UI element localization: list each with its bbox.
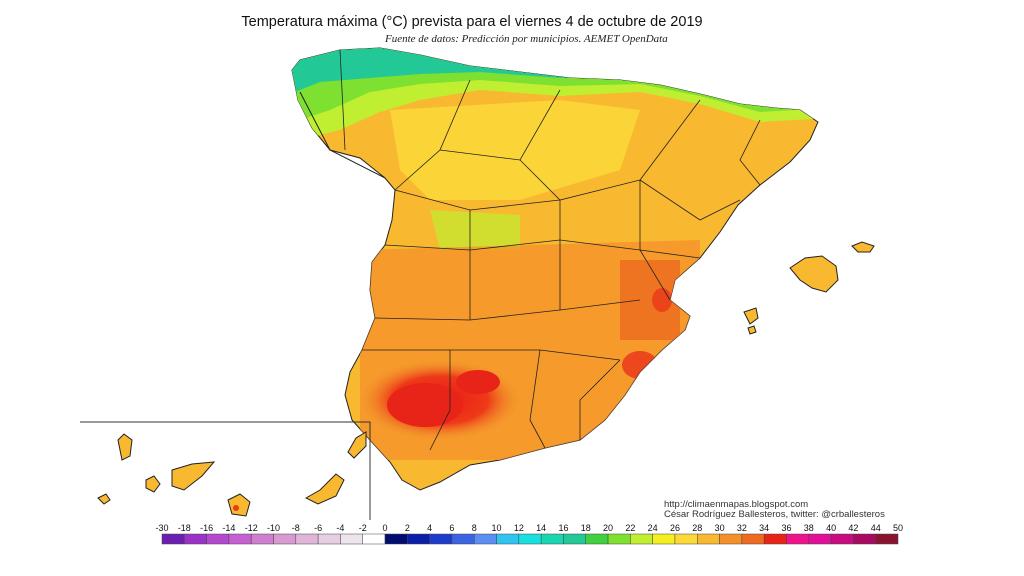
legend-label: -8: [292, 523, 300, 533]
legend-label: 2: [405, 523, 410, 533]
legend-label: 24: [648, 523, 658, 533]
legend-swatch: [697, 533, 720, 545]
legend-swatch: [786, 533, 810, 545]
legend-swatch: [362, 533, 386, 545]
legend-label: 38: [804, 523, 814, 533]
legend-label: -30: [155, 523, 168, 533]
western-border: [299, 91, 386, 179]
legend-label: 26: [670, 523, 680, 533]
legend-label: -18: [178, 523, 191, 533]
legend-label: -12: [245, 523, 258, 533]
legend-swatch: [875, 533, 899, 545]
legend-swatch: [563, 533, 587, 545]
legend-swatch: [652, 533, 676, 545]
legend-label: -4: [336, 523, 344, 533]
legend-swatch: [830, 533, 854, 545]
legend-swatch: [228, 533, 252, 545]
legend-label: -14: [222, 523, 235, 533]
legend-swatch: [273, 533, 297, 545]
legend-label: 4: [427, 523, 432, 533]
peninsula: [291, 47, 819, 491]
canary-hotspot: [233, 505, 239, 511]
legend-swatch: [808, 533, 832, 545]
balearic-islands: [743, 241, 875, 335]
legend-swatch: [384, 533, 408, 545]
legend-label: 36: [781, 523, 791, 533]
legend-label: 44: [871, 523, 881, 533]
legend-swatch: [518, 533, 542, 545]
legend-label: 20: [603, 523, 613, 533]
canary-islands: [97, 431, 367, 517]
legend-swatch: [184, 533, 207, 545]
legend-label: 42: [848, 523, 858, 533]
legend-label: -10: [267, 523, 280, 533]
province-borders: [339, 49, 761, 451]
legend-label: 50: [893, 523, 903, 533]
legend-swatch: [161, 533, 185, 545]
legend-swatch: [741, 533, 765, 545]
legend-swatch: [317, 533, 341, 545]
legend-swatch: [540, 533, 564, 545]
legend-label: 22: [625, 523, 635, 533]
legend-swatch: [674, 533, 698, 545]
legend-swatch: [719, 533, 743, 545]
legend-label: 40: [826, 523, 836, 533]
canary-inset-frame: [80, 421, 371, 520]
legend-label: 32: [737, 523, 747, 533]
credits: http://climaenmapas.blogspot.com César R…: [664, 500, 885, 520]
legend-swatch: [496, 533, 520, 545]
legend-swatch: [295, 533, 319, 545]
credits-url: http://climaenmapas.blogspot.com: [664, 499, 809, 510]
legend-swatch: [451, 533, 475, 545]
legend-swatch: [407, 533, 430, 545]
legend-swatch: [607, 533, 631, 545]
legend-swatch: [429, 533, 453, 545]
legend-label: 12: [514, 523, 524, 533]
legend-label: 6: [449, 523, 454, 533]
legend-label: -16: [200, 523, 213, 533]
legend-swatch: [340, 533, 363, 545]
legend-label: 28: [692, 523, 702, 533]
legend-label: 16: [558, 523, 568, 533]
temperature-legend: -30 -18 -16 -14 -12 -10 -8 -6 -4 -2 0 2 4 6 8 10 12 14 16 1…: [155, 523, 903, 545]
legend-swatch: [853, 533, 876, 545]
legend-swatch: [585, 533, 609, 545]
legend-label: -2: [359, 523, 367, 533]
legend-label: 34: [759, 523, 769, 533]
legend-label: 14: [536, 523, 546, 533]
legend-label: 8: [472, 523, 477, 533]
legend-label: 30: [715, 523, 725, 533]
legend-label: 0: [383, 523, 388, 533]
legend-swatch: [630, 533, 653, 545]
legend-swatch: [206, 533, 230, 545]
legend-label: 10: [492, 523, 502, 533]
credits-author: César Rodríguez Ballesteros, twitter: @c…: [664, 509, 885, 520]
data-source-subtitle: Fuente de datos: Predicción por municipi…: [385, 33, 668, 45]
legend-swatch: [763, 533, 787, 545]
legend-swatch: [250, 533, 274, 545]
legend-label: 18: [581, 523, 591, 533]
legend-label: -6: [314, 523, 322, 533]
legend-swatch: [473, 533, 497, 545]
page-title: Temperatura máxima (°C) prevista para el…: [241, 14, 703, 30]
